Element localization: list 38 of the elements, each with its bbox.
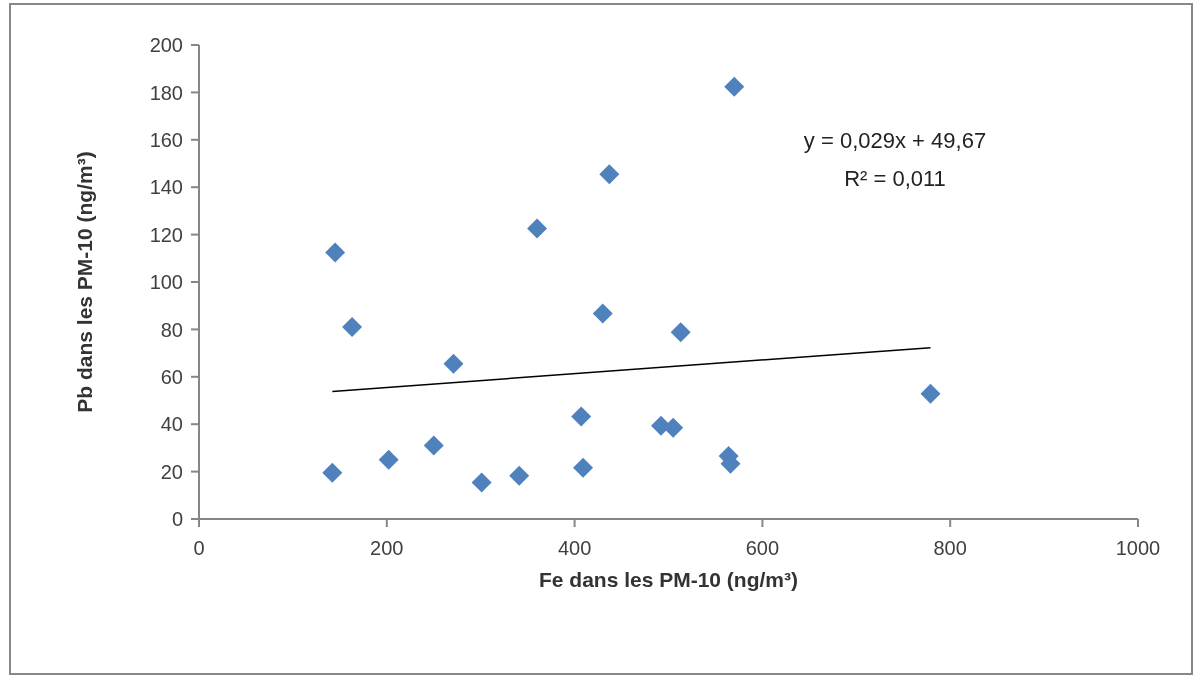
point [325, 242, 346, 263]
point [599, 164, 620, 185]
point [509, 465, 530, 486]
y-tick-label: 40 [160, 413, 183, 436]
y-tick-label: 0 [171, 508, 183, 531]
point [920, 383, 941, 404]
point [443, 353, 464, 374]
x-tick-label: 0 [193, 537, 205, 560]
x-tick-label: 200 [370, 537, 404, 560]
annotation: y = 0,029x + 49,67 [802, 127, 988, 155]
point [378, 449, 399, 470]
point [322, 462, 343, 483]
y-tick-label: 180 [149, 81, 183, 104]
point [573, 457, 594, 478]
point [471, 472, 492, 493]
y-tick-label: 100 [149, 271, 183, 294]
y-tick-label: 20 [160, 460, 183, 483]
point [527, 218, 548, 239]
point [663, 417, 684, 438]
y-tick-label: 120 [149, 223, 183, 246]
x-tick-label: 400 [557, 537, 592, 560]
x-tick-label: 600 [745, 537, 780, 560]
point [423, 435, 444, 456]
point [724, 76, 745, 97]
x-tick-label: 800 [933, 537, 967, 560]
point [670, 322, 691, 343]
x-axis-title: Fe dans les PM-10 (ng/m³) [538, 568, 799, 591]
y-tick-label: 60 [160, 365, 183, 388]
point [571, 406, 592, 427]
point [342, 317, 363, 338]
x-tick-label: 1000 [1115, 537, 1161, 560]
y-tick-label: 140 [149, 176, 183, 199]
y-tick-label: 160 [149, 128, 183, 151]
y-tick-label: 200 [149, 34, 183, 57]
y-axis-title: Pb dans les PM-10 (ng/m³) [73, 151, 97, 413]
annotation: R² = 0,011 [843, 165, 947, 193]
y-tick-label: 80 [160, 318, 183, 341]
point [592, 303, 613, 324]
